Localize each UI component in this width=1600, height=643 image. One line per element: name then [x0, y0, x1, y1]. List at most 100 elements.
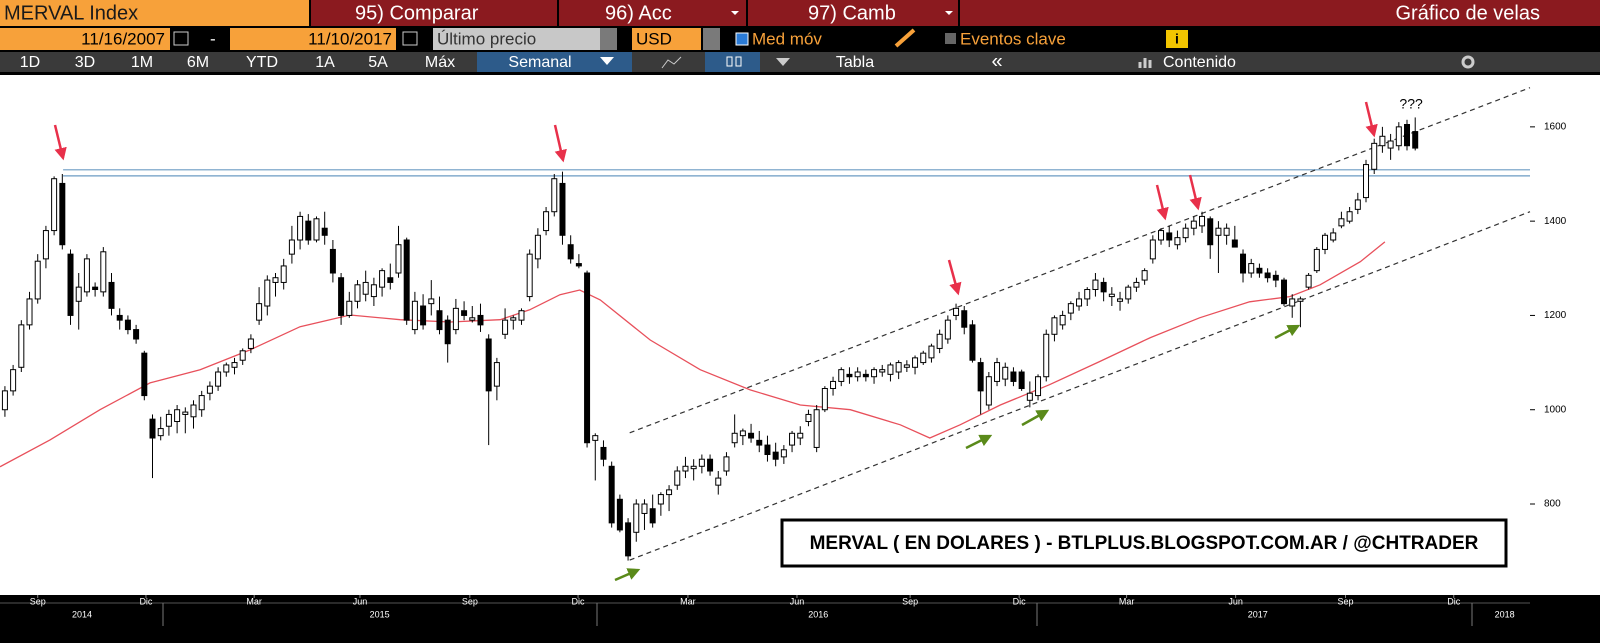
y-tick-label: 800: [1544, 499, 1561, 510]
candle-body: [395, 244, 402, 274]
candle-body: [1, 390, 8, 411]
range-button[interactable]: 5A: [368, 54, 388, 71]
start-date-field[interactable]: [0, 28, 170, 50]
dropdown-icon: [600, 57, 614, 65]
candle-body: [739, 430, 746, 437]
settings-icon[interactable]: [1461, 55, 1475, 69]
candle-body: [1256, 267, 1263, 274]
range-button[interactable]: 1D: [20, 54, 40, 71]
arrow: [1364, 101, 1378, 138]
candle-body: [1059, 314, 1066, 326]
range-button[interactable]: 1A: [315, 54, 335, 71]
table-button[interactable]: Tabla: [836, 54, 874, 71]
range-button[interactable]: 3D: [75, 54, 95, 71]
candle-body: [116, 314, 123, 321]
candle-body: [1100, 281, 1107, 293]
candle-body: [1158, 230, 1165, 241]
candle-body: [92, 286, 99, 291]
candle-body: [715, 477, 722, 486]
candle-body: [174, 409, 181, 423]
candle-body: [1379, 135, 1386, 147]
x-tick-label: Sep: [462, 596, 478, 606]
range-buttons: 1D 3D 1M 6M YTD 1A 5A Máx: [20, 54, 455, 71]
x-tick-label: Dic: [1013, 596, 1026, 606]
security-field[interactable]: [0, 0, 309, 26]
x-tick-label: Dic: [1447, 596, 1460, 606]
moving-avg-checkbox[interactable]: [735, 32, 749, 46]
candle-body: [887, 364, 894, 375]
green-arrows: [614, 324, 1301, 582]
dropdown-button[interactable]: [600, 28, 617, 50]
candle-body: [698, 458, 705, 467]
line-chart-icon[interactable]: [661, 56, 682, 69]
candle-body: [411, 300, 418, 331]
dropdown-button[interactable]: [703, 28, 720, 50]
acc-button[interactable]: [559, 0, 746, 26]
candle-body: [707, 458, 714, 472]
candle-body: [985, 376, 992, 406]
currency-select[interactable]: [632, 28, 701, 50]
range-button[interactable]: 6M: [187, 54, 209, 71]
pencil-icon[interactable]: [894, 28, 916, 48]
candle-body: [813, 409, 820, 448]
range-button[interactable]: 1M: [131, 54, 153, 71]
chart: 800 1000 1200 1400 1600 Sep Dic Mar Jun Sep Dic Mar…: [0, 87, 1567, 619]
range-button[interactable]: Máx: [425, 54, 455, 71]
candle-body: [731, 432, 738, 444]
candle-body: [625, 522, 632, 557]
content-button[interactable]: Contenido: [1163, 54, 1236, 71]
candle-body: [477, 314, 484, 326]
candle-body: [789, 432, 796, 446]
candle-body: [682, 465, 689, 472]
candle-body: [723, 456, 730, 472]
candle-body: [305, 220, 312, 241]
content-icon: [1138, 58, 1152, 68]
collapse-button[interactable]: «: [991, 50, 1002, 72]
calendar-icon[interactable]: [173, 31, 189, 46]
candle-body: [936, 333, 943, 349]
x-tick-label: Dic: [139, 596, 152, 606]
candle-body: [1174, 237, 1181, 246]
camb-button[interactable]: [748, 0, 958, 26]
year-label: 2016: [808, 609, 828, 619]
dropdown-icon[interactable]: [776, 58, 790, 66]
candle-body: [1264, 272, 1271, 279]
candle-body: [1346, 211, 1353, 222]
candle-body: [26, 298, 33, 326]
range-button[interactable]: YTD: [246, 54, 278, 71]
year-label: 2018: [1495, 609, 1515, 619]
candle-body: [805, 413, 812, 423]
candle-body: [247, 338, 254, 349]
candle-body: [780, 449, 787, 458]
candle-body: [493, 362, 500, 387]
year-label: 2014: [72, 609, 92, 619]
key-events-checkbox[interactable]: [945, 33, 956, 44]
info-button[interactable]: [1166, 30, 1188, 48]
price-field: Último precio: [437, 29, 536, 48]
candle-body: [1199, 215, 1206, 227]
period-select[interactable]: [477, 52, 632, 72]
plot-area: [0, 75, 1600, 595]
candle-body: [666, 489, 673, 496]
currency: USD: [636, 29, 672, 48]
red-arrows: [53, 101, 1378, 296]
candle-body: [567, 244, 574, 260]
price-field-select[interactable]: [433, 28, 617, 50]
end-date-field[interactable]: [230, 28, 396, 50]
candle-body: [272, 277, 279, 283]
y-tick-label: 1600: [1544, 121, 1567, 132]
compare-button[interactable]: [311, 0, 557, 26]
candle-body: [1067, 303, 1074, 314]
candle-body: [1108, 293, 1115, 298]
candle-body: [403, 239, 410, 321]
candle-body: [1231, 239, 1238, 248]
calendar-icon[interactable]: [402, 31, 418, 46]
candle-body: [1182, 227, 1189, 239]
candle-body: [764, 444, 771, 456]
candle-body: [772, 451, 779, 460]
candle-body: [1092, 279, 1099, 291]
candle-body: [1305, 274, 1312, 288]
candle-body: [551, 178, 558, 213]
x-tick-label: Mar: [1119, 596, 1135, 606]
